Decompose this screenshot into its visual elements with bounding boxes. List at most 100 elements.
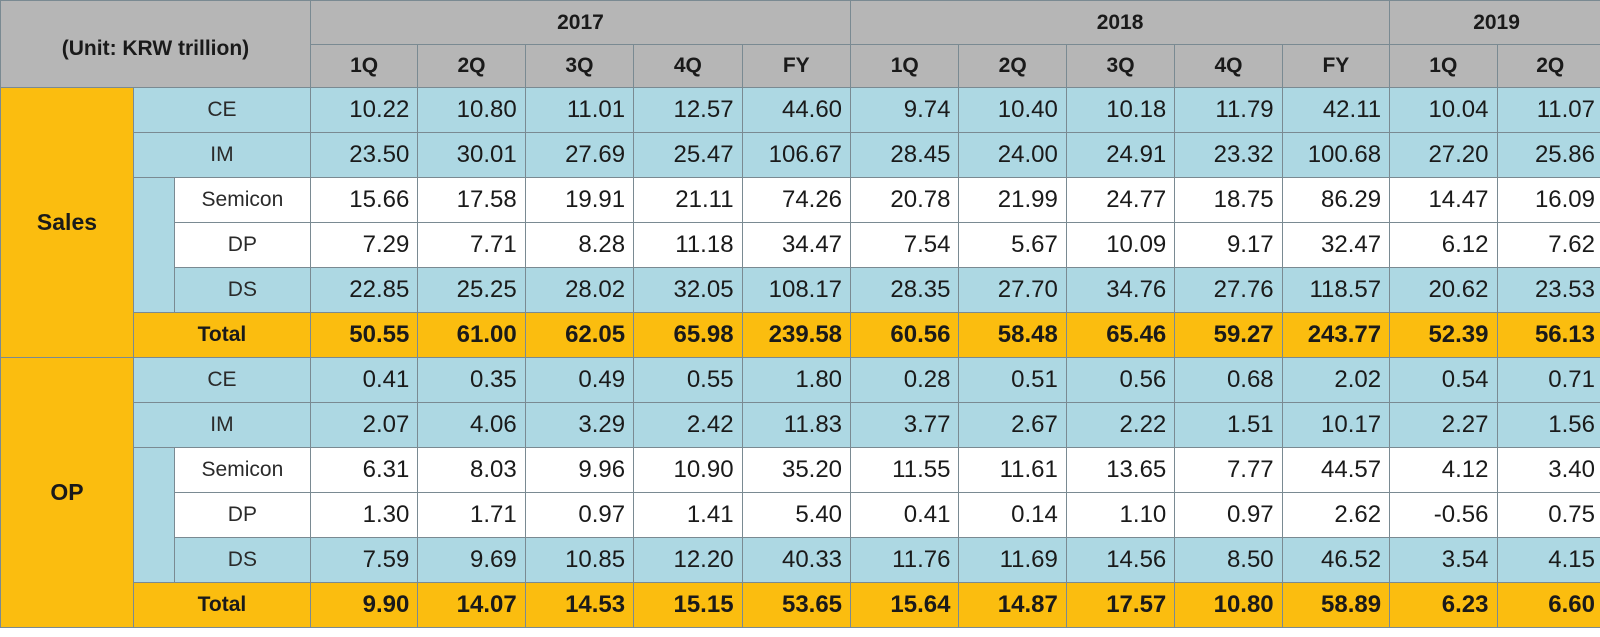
- value-cell: 10.85: [524, 537, 635, 583]
- value-cell: 2.27: [1389, 402, 1498, 448]
- value-cell: 15.66: [309, 177, 419, 223]
- value-cell: 2.07: [309, 402, 419, 448]
- value-cell: 59.27: [1174, 312, 1283, 358]
- group-label: OP: [0, 357, 134, 628]
- table-row: Sales CE 10.22 10.80 11.01 12.57 44.60 9.74 10.4…: [0, 87, 1600, 358]
- column-header: 4Q: [1174, 44, 1283, 88]
- value-cell: 9.17: [1174, 222, 1283, 268]
- column-header: 1Q: [1389, 44, 1498, 88]
- value-cell: 6.60: [1496, 582, 1600, 628]
- value-cell: 0.68: [1174, 357, 1283, 403]
- value-cell: 25.86: [1496, 132, 1600, 178]
- row-label: CE: [132, 357, 311, 403]
- value-cell: 11.01: [524, 87, 635, 133]
- column-header: 2Q: [417, 44, 526, 88]
- row-label: Semicon: [173, 447, 311, 493]
- value-cell: 40.33: [741, 537, 852, 583]
- row-label: DP: [173, 492, 311, 538]
- value-cell: 16.09: [1496, 177, 1600, 223]
- value-cell: 58.89: [1281, 582, 1391, 628]
- value-cell: 32.47: [1281, 222, 1391, 268]
- indent-spacer: [132, 447, 175, 583]
- value-cell: 42.11: [1281, 87, 1391, 133]
- table-row: OP CE 0.41 0.35 0.49 0.55 1.80 0.28 0.51 0.56 0.68…: [0, 357, 1600, 628]
- group-label: Sales: [0, 87, 134, 358]
- row-label: Total: [132, 312, 311, 358]
- value-cell: 23.32: [1174, 132, 1283, 178]
- value-cell: 100.68: [1281, 132, 1391, 178]
- value-cell: 4.15: [1496, 537, 1600, 583]
- value-cell: 44.57: [1281, 447, 1391, 493]
- value-cell: 0.28: [850, 357, 960, 403]
- value-cell: 0.41: [850, 492, 960, 538]
- value-cell: 28.45: [850, 132, 960, 178]
- row-label: IM: [132, 402, 311, 448]
- value-cell: 2.42: [633, 402, 743, 448]
- column-header: 2Q: [958, 44, 1067, 88]
- value-cell: 12.20: [633, 537, 743, 583]
- value-cell: 30.01: [417, 132, 526, 178]
- value-cell: 27.76: [1174, 267, 1283, 313]
- value-cell: 14.53: [524, 582, 635, 628]
- table-row: IM 2.07 4.06 3.29 2.42 11.83 3.77 2.67 2.22 1.51 1…: [1, 402, 1600, 448]
- indent-spacer: [132, 177, 175, 313]
- unit-label: (Unit: KRW trillion): [0, 0, 311, 88]
- value-cell: 86.29: [1281, 177, 1391, 223]
- year-header: 2018: [850, 0, 1391, 45]
- table-row: DP 7.29 7.71 8.28 11.18 34.47 7.54 5.67 10.09 9.1…: [1, 222, 1600, 268]
- value-cell: 25.47: [633, 132, 743, 178]
- value-cell: 9.96: [524, 447, 635, 493]
- value-cell: 9.69: [417, 537, 526, 583]
- value-cell: 58.48: [958, 312, 1067, 358]
- row-label: IM: [132, 132, 311, 178]
- value-cell: 11.76: [850, 537, 960, 583]
- value-cell: 2.67: [958, 402, 1067, 448]
- value-cell: 0.51: [958, 357, 1067, 403]
- value-cell: 3.40: [1496, 447, 1600, 493]
- value-cell: 17.58: [417, 177, 526, 223]
- value-cell: 35.20: [741, 447, 852, 493]
- value-cell: 23.53: [1496, 267, 1600, 313]
- value-cell: 44.60: [741, 87, 852, 133]
- value-cell: 24.77: [1065, 177, 1176, 223]
- value-cell: 52.39: [1389, 312, 1498, 358]
- value-cell: 8.03: [417, 447, 526, 493]
- value-cell: 7.77: [1174, 447, 1283, 493]
- value-cell: 15.64: [850, 582, 960, 628]
- value-cell: 10.09: [1065, 222, 1176, 268]
- value-cell: 10.17: [1281, 402, 1391, 448]
- value-cell: 74.26: [741, 177, 852, 223]
- value-cell: 61.00: [417, 312, 526, 358]
- table-row: Semicon 6.31 8.03 9.96 10.90 35.20 11.55 11.61 1…: [1, 447, 1600, 583]
- value-cell: 11.69: [958, 537, 1067, 583]
- value-cell: -0.56: [1389, 492, 1498, 538]
- value-cell: 11.07: [1496, 87, 1600, 133]
- value-cell: 9.74: [850, 87, 960, 133]
- value-cell: 15.15: [633, 582, 743, 628]
- value-cell: 24.00: [958, 132, 1067, 178]
- value-cell: 21.99: [958, 177, 1067, 223]
- value-cell: 7.59: [309, 537, 419, 583]
- value-cell: 11.61: [958, 447, 1067, 493]
- value-cell: 4.06: [417, 402, 526, 448]
- column-header: 1Q: [850, 44, 960, 88]
- value-cell: 14.07: [417, 582, 526, 628]
- value-cell: 10.04: [1389, 87, 1498, 133]
- value-cell: 10.90: [633, 447, 743, 493]
- value-cell: 5.40: [741, 492, 852, 538]
- value-cell: 53.65: [741, 582, 852, 628]
- value-cell: 1.10: [1065, 492, 1176, 538]
- value-cell: 27.20: [1389, 132, 1498, 178]
- value-cell: 7.29: [309, 222, 419, 268]
- value-cell: 10.22: [309, 87, 419, 133]
- value-cell: 25.25: [417, 267, 526, 313]
- value-cell: 14.56: [1065, 537, 1176, 583]
- value-cell: 0.97: [1174, 492, 1283, 538]
- table-row: DS 7.59 9.69 10.85 12.20 40.33 11.76 11.69 14.56…: [1, 537, 1600, 583]
- column-header: 2Q: [1496, 44, 1600, 88]
- value-cell: 13.65: [1065, 447, 1176, 493]
- value-cell: 0.35: [417, 357, 526, 403]
- value-cell: 0.54: [1389, 357, 1498, 403]
- value-cell: 118.57: [1281, 267, 1391, 313]
